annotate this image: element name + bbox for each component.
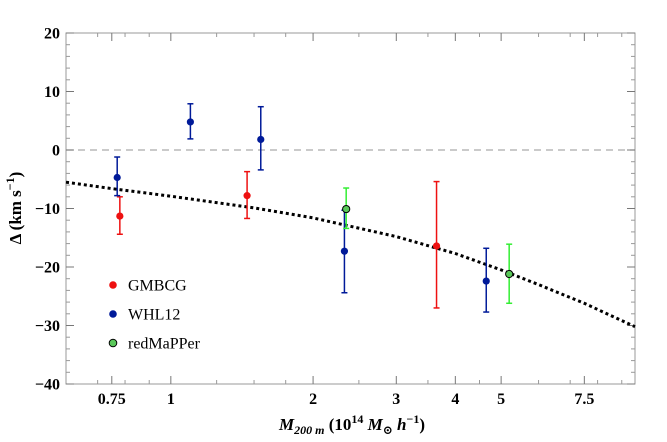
x-axis-label: M200 m (1014 M⊙ h−1) xyxy=(278,412,425,437)
legend-label-whl12: WHL12 xyxy=(128,307,180,324)
whl12-point xyxy=(113,173,121,182)
whl12-point xyxy=(482,277,490,285)
legend-marker-redmapper xyxy=(108,338,118,348)
redmapper-point xyxy=(342,204,351,214)
ticks-layer: 20 10 0 −10 −20 −30 −40 0.75 1 2 3 4 5 7.5 xyxy=(35,26,635,408)
x-label-paren-close: ) xyxy=(419,415,425,434)
marks-layer xyxy=(113,103,514,313)
fit-curve xyxy=(65,180,636,329)
gmbcg-point xyxy=(243,192,251,200)
x-tick-label: 2 xyxy=(309,391,317,408)
x-label-paren-open: (10 xyxy=(324,415,351,434)
whl12-point xyxy=(257,135,265,144)
redmapper-point xyxy=(505,269,514,279)
y-axis-label: Δ (km s−1) xyxy=(3,172,25,245)
curve-layer xyxy=(65,180,636,329)
y-tick-label: −30 xyxy=(35,318,60,335)
legend-marker-gmbcg xyxy=(109,281,117,289)
x-label-unit-main: M xyxy=(363,415,383,434)
y-tick-label: 0 xyxy=(52,143,60,160)
x-tick-label: 7.5 xyxy=(574,391,594,408)
x-label-sub: 200 m xyxy=(293,423,324,437)
y-label-close: ) xyxy=(6,172,25,178)
x-label-main: M xyxy=(278,415,295,434)
legend: GMBCG WHL12 redMaPPer xyxy=(108,278,201,353)
y-tick-label: −10 xyxy=(35,201,60,218)
y-label-exp: −1 xyxy=(3,177,17,190)
gmbcg-point xyxy=(116,212,124,220)
whl12-point xyxy=(186,118,194,126)
legend-label-gmbcg: GMBCG xyxy=(128,278,187,295)
legend-marker-whl12 xyxy=(109,310,117,318)
x-label-exp: 14 xyxy=(351,412,363,426)
legend-label-redmapper: redMaPPer xyxy=(128,336,201,353)
x-label-unit-h-exp: −1 xyxy=(407,412,420,426)
y-tick-label: 20 xyxy=(44,26,60,43)
x-label-unit-sub: ⊙ xyxy=(383,423,393,437)
y-tick-label: −20 xyxy=(35,260,60,277)
x-tick-label: 1 xyxy=(167,391,175,408)
x-label-unit-h: h xyxy=(393,415,407,434)
x-tick-label: 5 xyxy=(497,391,505,408)
plot-frame xyxy=(65,32,636,385)
gmbcg-point xyxy=(432,242,441,250)
x-tick-label: 4 xyxy=(451,391,459,408)
whl12-point xyxy=(340,247,349,255)
x-tick-label: 0.75 xyxy=(98,391,126,408)
y-tick-label: 10 xyxy=(44,84,60,101)
x-tick-label: 3 xyxy=(392,391,400,408)
y-label-main: Δ (km s xyxy=(6,190,25,244)
y-tick-label: −40 xyxy=(35,377,60,394)
